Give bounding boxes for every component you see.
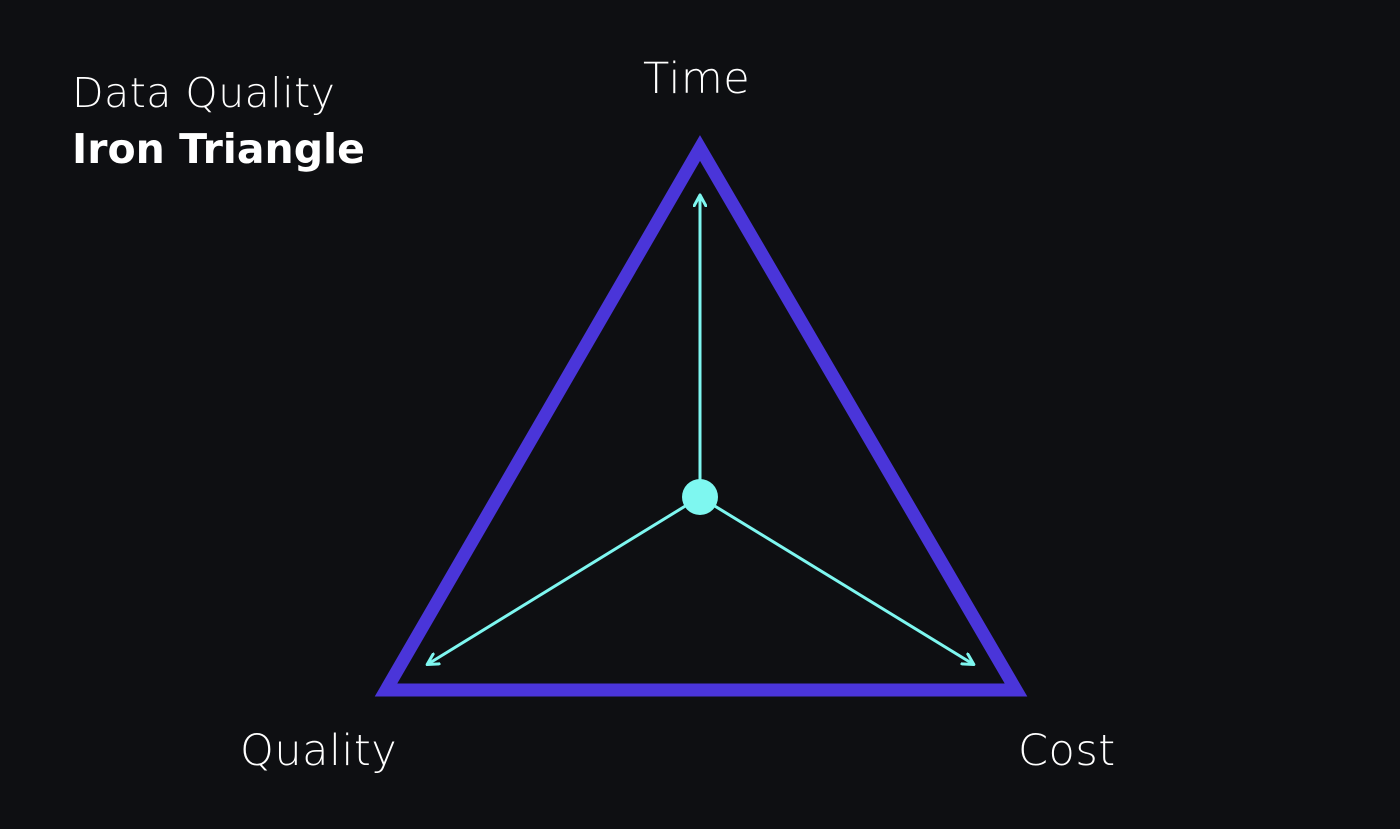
- title-heading: Iron Triangle: [72, 125, 365, 173]
- title-subtitle: Data Quality: [72, 69, 336, 117]
- vertex-label-time: Time: [643, 54, 751, 104]
- vertex-label-cost: Cost: [1018, 726, 1116, 776]
- arrow-to-cost: [699, 495, 973, 664]
- triangle-outline: [374, 135, 1028, 697]
- arrow-to-quality: [428, 495, 701, 664]
- vertex-label-quality: Quality: [240, 726, 398, 776]
- center-point: [682, 479, 718, 515]
